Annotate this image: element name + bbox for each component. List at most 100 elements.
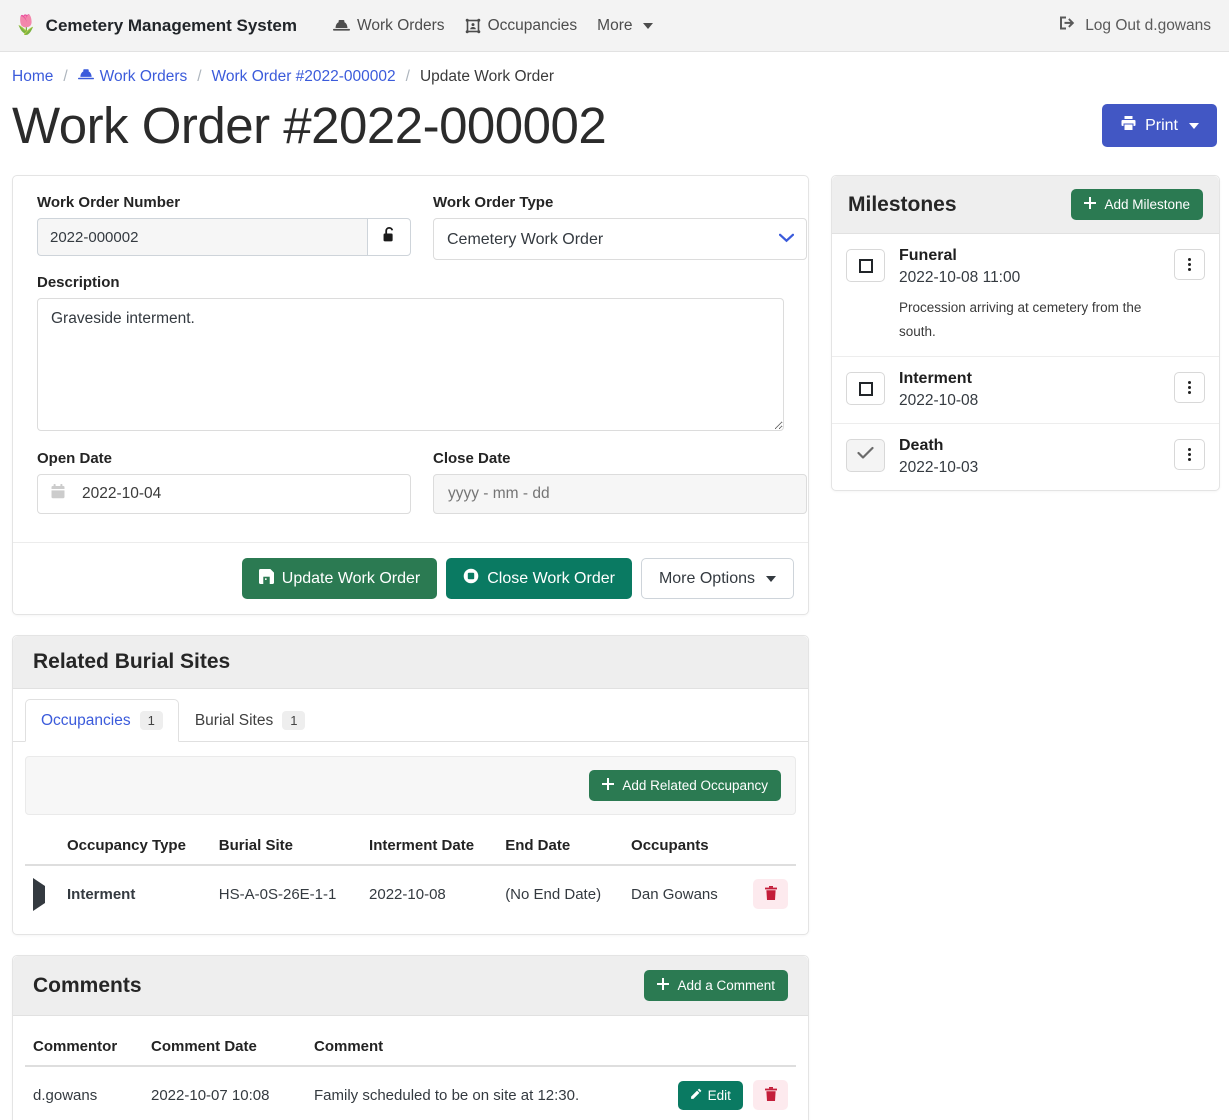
occupancies-table: Occupancy Type Burial Site Interment Dat… — [25, 827, 796, 922]
cell-occupants: Dan Gowans — [631, 885, 718, 903]
delete-occupancy-button[interactable] — [753, 879, 788, 909]
milestone-item: Interment 2022-10-08 — [832, 357, 1219, 425]
milestones-header: Milestones Add Milestone — [832, 176, 1219, 234]
logout-link[interactable]: Log Out d.gowans — [1055, 9, 1215, 42]
milestone-title: Death — [899, 437, 944, 455]
related-tabs: Occupancies 1 Burial Sites 1 — [13, 689, 808, 742]
chevron-down-icon — [642, 22, 653, 29]
nav-item-occupancies[interactable]: Occupancies — [455, 11, 588, 41]
tab-burial-sites-label: Burial Sites — [194, 711, 274, 729]
tab-occupancies[interactable]: Occupancies 1 — [25, 699, 179, 742]
breadcrumb-item-work-order[interactable]: Work Order #2022-000002 — [211, 68, 396, 85]
add-related-occupancy-button[interactable]: Add Related Occupancy — [589, 770, 781, 801]
cell-end-date: (No End Date) — [505, 885, 602, 903]
add-milestone-button[interactable]: Add Milestone — [1071, 189, 1203, 220]
form-row-top: Work Order Number — [37, 194, 807, 274]
print-button[interactable]: Print — [1102, 104, 1217, 147]
close-work-order-button[interactable]: Close Work Order — [446, 558, 632, 599]
milestone-title: Interment — [899, 370, 972, 388]
cell-burial-site: HS-A-0S-26E-1-1 — [218, 885, 337, 903]
page-layout: Work Order Number — [0, 155, 1229, 1120]
tulip-flowers-icon: 🌷 — [14, 15, 38, 36]
plus-icon — [1084, 197, 1097, 212]
milestone-checkbox[interactable] — [846, 372, 885, 406]
open-date-input[interactable] — [37, 474, 411, 514]
work-order-number-input[interactable] — [37, 218, 368, 256]
update-work-order-button[interactable]: Update Work Order — [241, 558, 438, 599]
milestone-date: 2022-10-03 — [899, 459, 979, 477]
unlocked-padlock-icon — [382, 226, 397, 248]
nav-item-work-orders[interactable]: Work Orders — [323, 11, 455, 41]
col-end-date: End Date — [497, 827, 624, 866]
close-work-order-label: Close Work Order — [487, 569, 615, 587]
breadcrumb-item-current: Update Work Order — [419, 68, 555, 85]
checkbox-empty-icon — [858, 258, 873, 273]
plus-icon — [602, 778, 615, 793]
cell-occupancy-type[interactable]: Interment — [67, 885, 136, 903]
edit-comment-button[interactable]: Edit — [677, 1080, 743, 1110]
edit-comment-label: Edit — [707, 1087, 731, 1103]
stop-circle-icon — [463, 568, 479, 589]
unlock-work-order-number-button[interactable] — [367, 218, 411, 256]
more-options-button[interactable]: More Options — [640, 558, 794, 599]
delete-comment-button[interactable] — [753, 1080, 788, 1110]
breadcrumb-item-work-orders-label: Work Orders — [99, 68, 188, 85]
table-row: Interment HS-A-0S-26E-1-1 2022-10-08 (No… — [25, 865, 796, 922]
milestone-checkbox[interactable] — [846, 439, 885, 473]
printer-icon — [1120, 115, 1137, 136]
cell-comment-date: 2022-10-07 10:08 — [151, 1086, 270, 1104]
nav-item-more[interactable]: More — [587, 11, 662, 41]
work-order-type-group: Work Order Type Cemetery Work Order — [433, 194, 807, 260]
nav-item-more-label: More — [597, 16, 633, 34]
milestone-checkbox[interactable] — [846, 249, 885, 282]
tab-burial-sites[interactable]: Burial Sites 1 — [179, 699, 322, 742]
expand-triangle-icon[interactable] — [33, 877, 45, 911]
comments-table-head: Commentor Comment Date Comment — [25, 1028, 796, 1067]
cell-comment: Family scheduled to be on site at 12:30. — [314, 1086, 580, 1104]
close-date-wrap — [433, 474, 807, 514]
occupancies-table-body: Interment HS-A-0S-26E-1-1 2022-10-08 (No… — [25, 865, 796, 922]
breadcrumb-item-home[interactable]: Home — [12, 68, 54, 85]
milestone-date: 2022-10-08 — [899, 392, 979, 410]
hard-hat-icon — [333, 18, 350, 33]
add-related-occupancy-label: Add Related Occupancy — [622, 778, 768, 793]
nav-item-work-orders-label: Work Orders — [357, 16, 445, 34]
milestone-menu-button[interactable] — [1174, 439, 1205, 471]
brand[interactable]: 🌷 Cemetery Management System — [14, 16, 297, 36]
description-textarea[interactable]: Graveside interment. — [37, 298, 784, 431]
col-comment: Comment — [306, 1028, 644, 1067]
comments-header: Comments Add a Comment — [13, 956, 808, 1016]
close-date-input[interactable] — [433, 474, 807, 514]
milestone-menu-button[interactable] — [1174, 249, 1205, 280]
add-comment-label: Add a Comment — [677, 978, 775, 993]
milestones-card: Milestones Add Milestone Funeral 2022-10… — [831, 175, 1220, 492]
col-commentor: Commentor — [25, 1028, 143, 1067]
tab-occupancies-count: 1 — [139, 711, 163, 730]
save-disk-icon — [258, 568, 274, 589]
milestone-menu-button[interactable] — [1174, 372, 1205, 404]
portrait-frame-icon — [465, 18, 481, 34]
main-column: Work Order Number — [12, 175, 809, 1120]
work-order-type-select[interactable]: Cemetery Work Order — [433, 218, 807, 260]
checkmark-icon — [857, 446, 874, 465]
col-burial-site: Burial Site — [210, 827, 362, 866]
page-title: Work Order #2022-000002 — [12, 97, 607, 154]
milestone-item: Funeral 2022-10-08 11:00 Procession arri… — [832, 234, 1219, 358]
comments-card: Comments Add a Comment Commentor Comment… — [12, 955, 809, 1120]
form-row-dates: Open Date — [37, 450, 807, 528]
close-date-label: Close Date — [433, 450, 511, 467]
breadcrumb: Home / Work Orders / Work Order #2022-00… — [0, 52, 1229, 90]
brand-label: Cemetery Management System — [45, 15, 297, 35]
col-occupants: Occupants — [623, 827, 739, 866]
add-comment-button[interactable]: Add a Comment — [644, 970, 788, 1001]
breadcrumb-item-work-orders[interactable]: Work Orders — [77, 68, 188, 86]
update-work-order-label: Update Work Order — [281, 569, 421, 587]
vertical-dots-icon — [1188, 258, 1191, 271]
milestone-body: Funeral 2022-10-08 11:00 Procession arri… — [899, 247, 1160, 343]
chevron-down-icon — [1189, 122, 1199, 129]
milestone-description: Procession arriving at cemetery from the… — [899, 300, 1142, 339]
related-burial-sites-title: Related Burial Sites — [33, 650, 231, 673]
col-occupancy-type: Occupancy Type — [59, 827, 211, 866]
nav-item-occupancies-label: Occupancies — [487, 16, 578, 34]
breadcrumb-separator: / — [63, 68, 68, 85]
